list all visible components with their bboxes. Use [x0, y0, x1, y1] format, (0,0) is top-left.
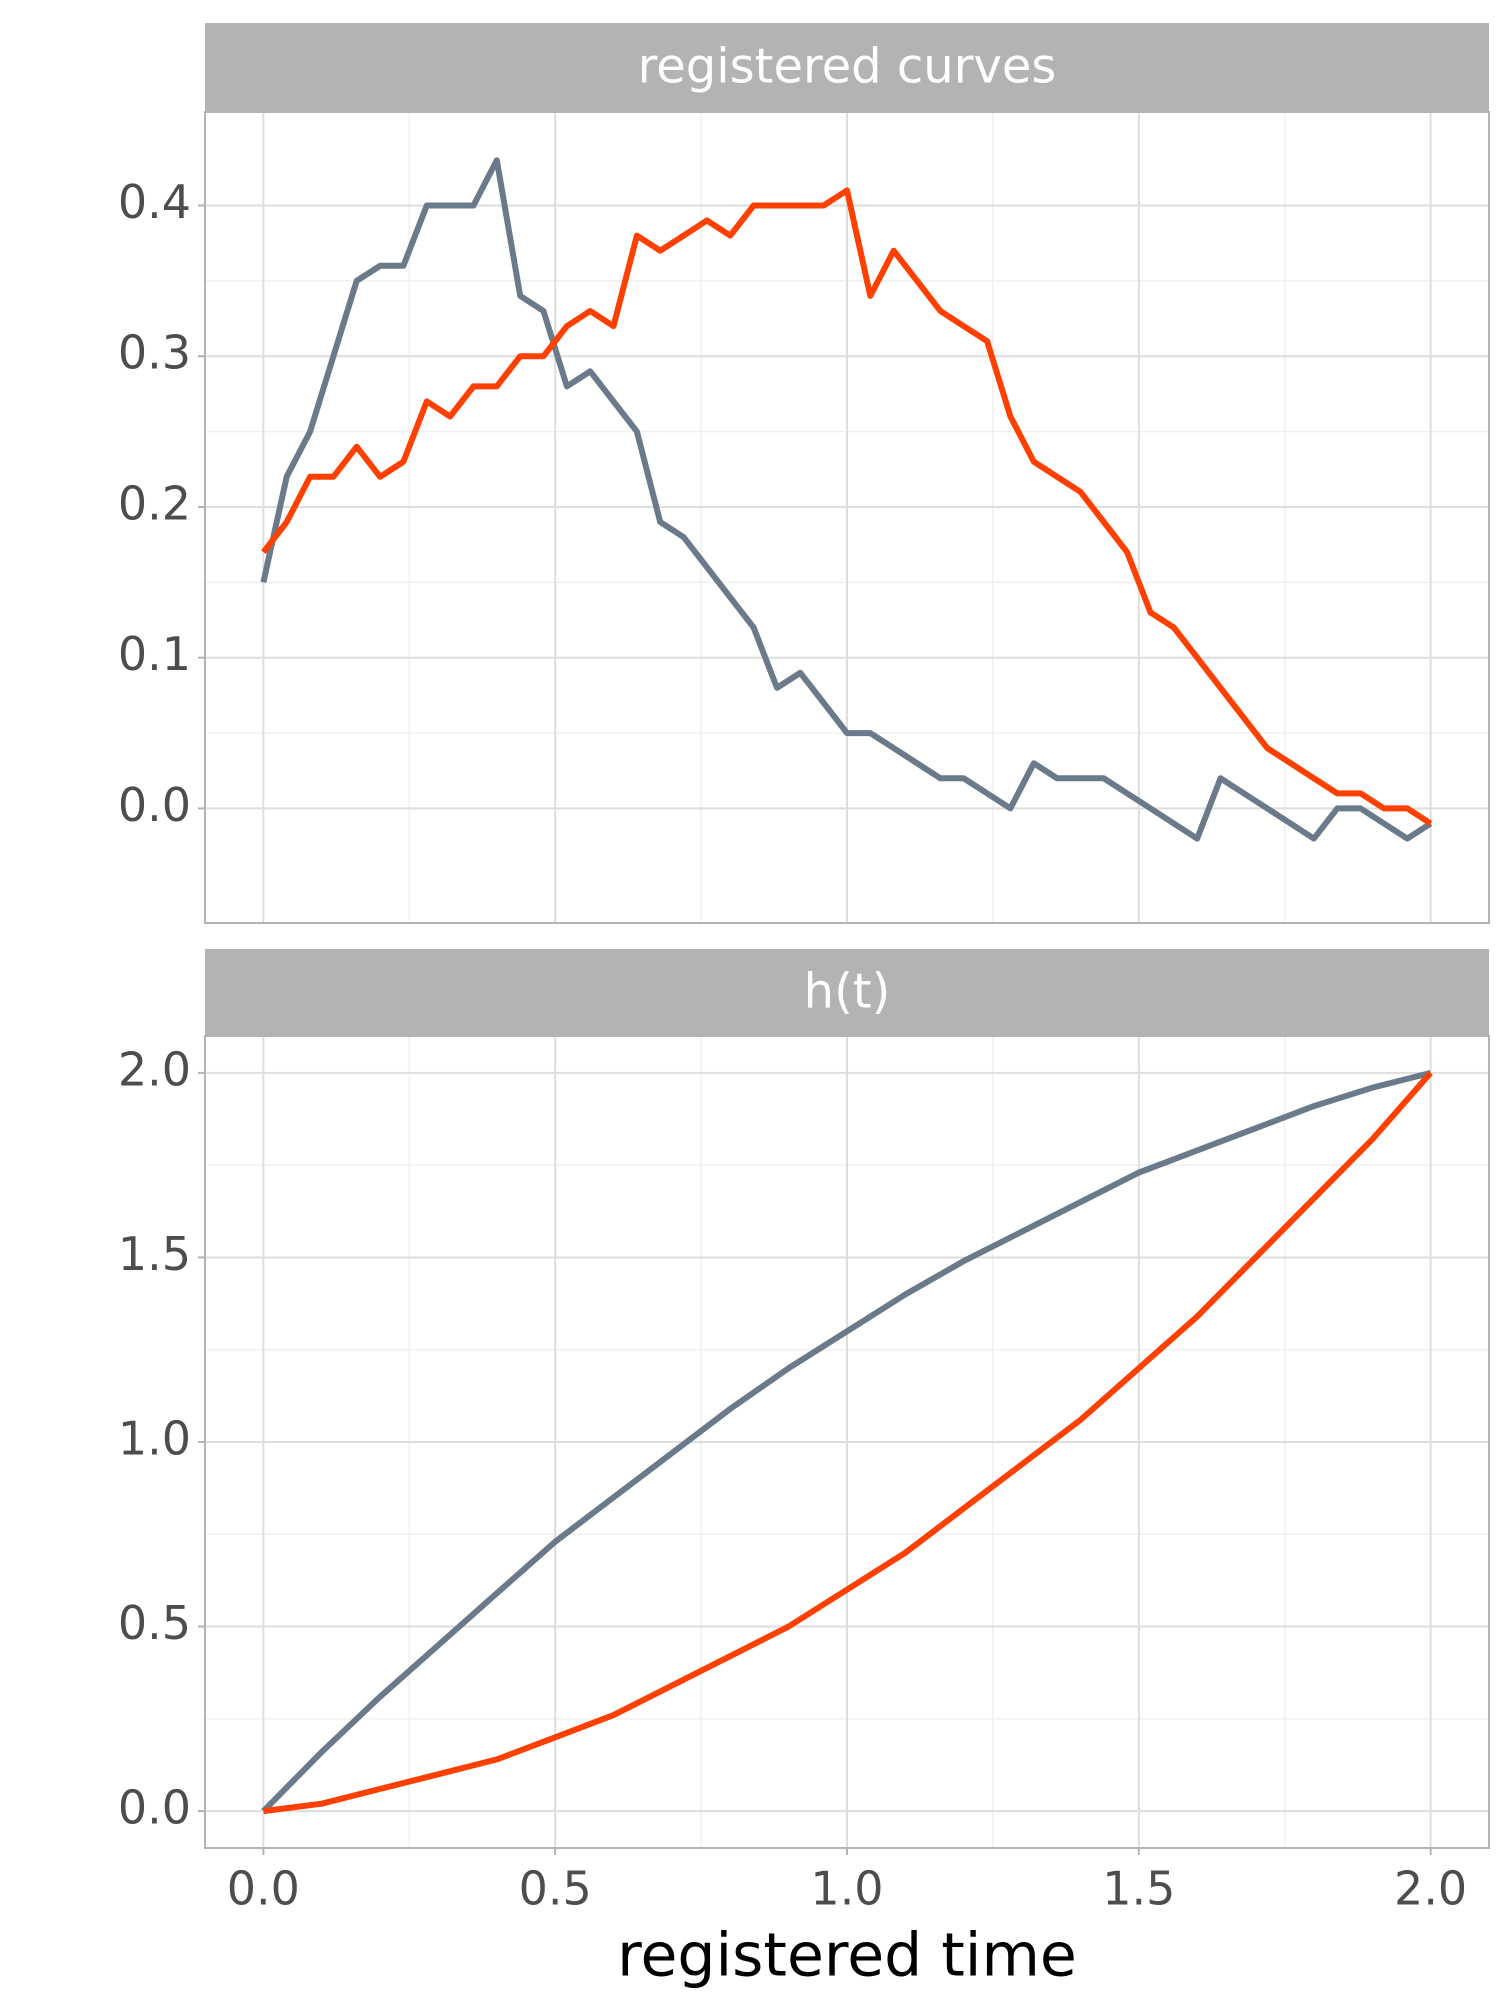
x-tick-label: 1.5: [1102, 1862, 1175, 1916]
x-tick-label: 2.0: [1394, 1862, 1467, 1916]
x-tick-label: 1.0: [810, 1862, 883, 1916]
x-axis-label: registered time: [617, 1921, 1077, 1991]
y-tick-label: 0.4: [118, 175, 191, 229]
y-tick-label: 0.0: [118, 1781, 191, 1835]
x-tick-label: 0.5: [519, 1862, 592, 1916]
y-tick-label: 0.0: [118, 778, 191, 832]
y-tick-label: 0.5: [118, 1596, 191, 1650]
series-line: [261, 187, 1433, 827]
y-tick-label: 2.0: [118, 1042, 191, 1096]
strip: [205, 23, 1489, 112]
series-line: [261, 1069, 1432, 1814]
series-line: [260, 157, 1433, 842]
series-line: [263, 1070, 1433, 1815]
y-tick-label: 0.2: [118, 476, 191, 530]
y-tick-label: 0.3: [118, 326, 191, 380]
panel-border: [204, 111, 1490, 924]
panel-border: [204, 1035, 1490, 1849]
x-tick-label: 0.0: [227, 1862, 300, 1916]
y-tick-label: 0.1: [118, 627, 191, 681]
strip-title: h(t): [804, 964, 891, 1020]
y-tick-label: 1.0: [118, 1412, 191, 1466]
y-tick-label: 1.5: [118, 1227, 191, 1281]
strip: [205, 949, 1489, 1036]
strip-title: registered curves: [638, 39, 1057, 95]
